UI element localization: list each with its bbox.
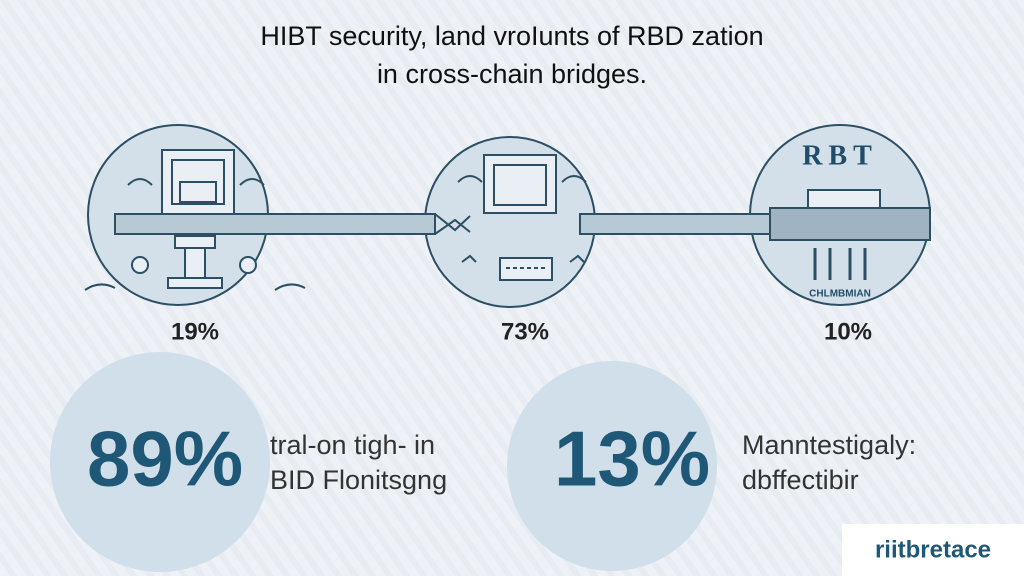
machine-icon [457, 154, 587, 281]
logo-box [842, 524, 1024, 576]
stage-percent: 19% [171, 318, 219, 345]
highlight-circle [50, 352, 270, 572]
bridge-bar [114, 207, 931, 241]
highlight-circle [507, 361, 717, 571]
highlight-text: Manntestigaly: [742, 430, 916, 460]
icon-sign: RBT [802, 140, 878, 171]
highlight-percent: 13% [554, 415, 710, 503]
stage-percent: 73% [501, 318, 549, 345]
highlight-text: dbffectibir [742, 465, 859, 495]
logo: riitbretace [875, 536, 991, 563]
stage-percent: 10% [824, 318, 872, 345]
machine-icon [84, 149, 306, 291]
title-line: in cross-chain bridges. [377, 59, 647, 89]
highlight-text: BID Flonitsgng [270, 465, 447, 495]
highlight-text: tral-on tigh- in [270, 430, 435, 460]
title-line: HIBT security, land vroIunts of RBD zati… [260, 21, 763, 51]
icon-caption: CHLMBMIAN [809, 289, 871, 300]
platform-icon: RBT CHLMBMIAN [802, 140, 881, 300]
highlight-percent: 89% [87, 415, 243, 503]
